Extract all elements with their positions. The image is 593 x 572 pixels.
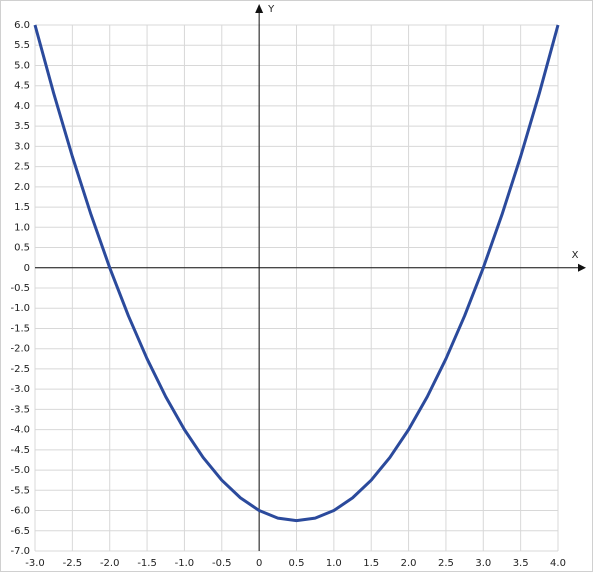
y-tick-label: -2.0 <box>10 344 30 355</box>
curve <box>33 24 560 523</box>
y-axis-label: Y <box>267 4 275 15</box>
x-tick-label: 0 <box>256 558 262 569</box>
y-tick-label: -6.5 <box>10 526 30 537</box>
y-tick-label: 2.5 <box>14 162 30 173</box>
y-tick-label: 0 <box>24 263 30 274</box>
y-axis-arrow <box>255 4 264 13</box>
y-tick-label: 0.5 <box>14 243 30 254</box>
y-tick-label: 5.0 <box>14 60 30 71</box>
x-tick-label: 3.5 <box>513 558 529 569</box>
y-tick-label: -3.5 <box>10 404 30 415</box>
x-tick-label: 2.5 <box>438 558 454 569</box>
y-tick-label: 1.0 <box>14 222 30 233</box>
y-tick-label: -1.0 <box>10 303 30 314</box>
y-tick-label: -6.0 <box>10 506 30 517</box>
y-tick-label: -1.5 <box>10 323 30 334</box>
x-tick-label: 1.0 <box>326 558 342 569</box>
x-tick-label: -1.0 <box>175 558 195 569</box>
y-tick-label: -0.5 <box>10 283 30 294</box>
x-tick-label: 4.0 <box>550 558 566 569</box>
x-tick-label: -3.0 <box>25 558 45 569</box>
y-tick-label: -7.0 <box>10 546 30 557</box>
y-tick-label: 3.5 <box>14 121 30 132</box>
y-tick-label: 2.0 <box>14 182 30 193</box>
y-tick-label: 6.0 <box>14 20 30 31</box>
y-tick-label: -4.0 <box>10 425 30 436</box>
y-tick-label: 1.5 <box>14 202 30 213</box>
x-tick-label: -2.0 <box>100 558 120 569</box>
y-tick-label: 4.5 <box>14 81 30 92</box>
x-axis-label: X <box>572 250 579 261</box>
y-tick-label: -5.5 <box>10 485 30 496</box>
y-tick-label: -2.5 <box>10 364 30 375</box>
x-tick-label: -1.5 <box>137 558 157 569</box>
y-tick-label: -4.5 <box>10 445 30 456</box>
y-tick-label: -3.0 <box>10 384 30 395</box>
x-tick-label: 2.0 <box>401 558 417 569</box>
y-tick-label: 4.0 <box>14 101 30 112</box>
y-tick-label: 5.5 <box>14 40 30 51</box>
x-tick-label: -2.5 <box>63 558 83 569</box>
y-tick-label: 3.0 <box>14 141 30 152</box>
y-tick-label: -5.0 <box>10 465 30 476</box>
x-tick-label: 0.5 <box>289 558 305 569</box>
x-tick-label: -0.5 <box>212 558 232 569</box>
x-tick-label: 1.5 <box>363 558 379 569</box>
x-axis-arrow <box>578 263 586 272</box>
x-tick-label: 3.0 <box>475 558 491 569</box>
